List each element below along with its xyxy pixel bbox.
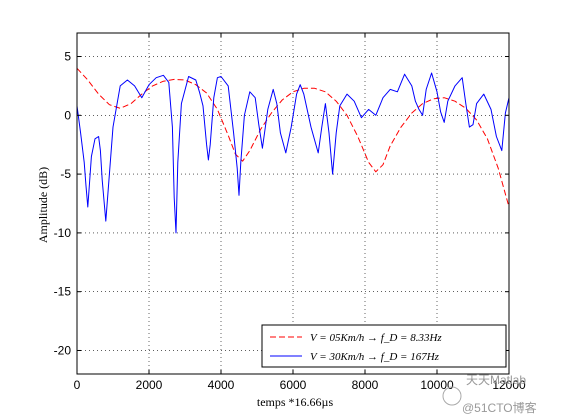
x-tick-label: 12000 xyxy=(492,378,526,392)
y-tick-label: -15 xyxy=(54,285,72,299)
series-line-2 xyxy=(76,72,510,234)
x-tick-label: 10000 xyxy=(420,378,454,392)
watermark-line2: @51CTO博客 xyxy=(462,400,537,415)
grid xyxy=(77,33,509,374)
x-tick-label: 8000 xyxy=(352,378,379,392)
x-tick-label: 2000 xyxy=(136,378,163,392)
y-tick-label: -10 xyxy=(54,226,72,240)
y-tick-label: -5 xyxy=(60,167,71,181)
series-line-1 xyxy=(76,67,510,208)
x-axis-label: temps *16.66µs xyxy=(257,395,334,409)
tick-labels: 0 2000 4000 6000 8000 10000 12000 5 0 -5 -10 -15 -20 xyxy=(54,50,526,392)
legend-box xyxy=(261,324,507,368)
y-tick-label: 5 xyxy=(64,50,71,64)
legend: V = 05Km/h → f_D = 8.33Hz V = 30Km/h → f_… xyxy=(261,324,507,368)
series-layer xyxy=(76,67,510,234)
legend-label-2: V = 30Km/h → f_D = 167Hz xyxy=(310,351,440,363)
watermark-line1: 天天Matlab xyxy=(466,373,526,387)
legend-label-1: V = 05Km/h → f_D = 8.33Hz xyxy=(310,332,442,344)
wechat-logo-icon xyxy=(442,386,462,406)
x-tick-label: 6000 xyxy=(280,378,307,392)
y-tick-label: 0 xyxy=(64,108,71,122)
watermark: 天天Matlab @51CTO博客 xyxy=(442,373,537,415)
y-tick-label: -20 xyxy=(54,343,72,357)
plot-area xyxy=(77,33,509,374)
x-tick-label: 4000 xyxy=(208,378,235,392)
x-tick-label: 0 xyxy=(74,378,81,392)
y-axis-label: Amplitude (dB) xyxy=(36,167,50,243)
